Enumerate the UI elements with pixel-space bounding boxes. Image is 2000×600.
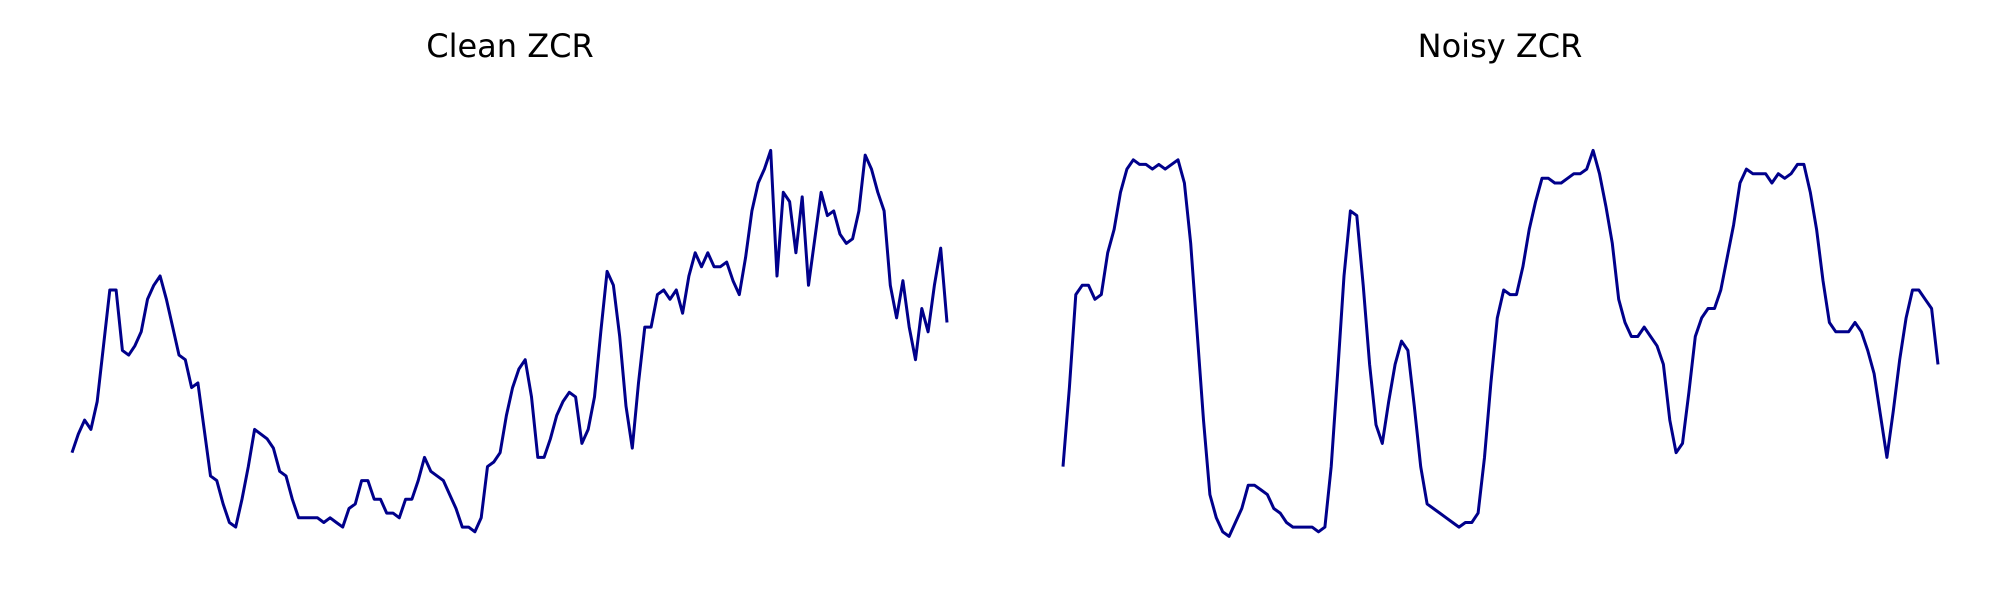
noisy-zcr-title: Noisy ZCR: [1418, 27, 1583, 65]
noisy-zcr-line: [1061, 148, 1940, 538]
clean-zcr-panel: Clean ZCR: [70, 27, 949, 534]
noisy-zcr-panel: Noisy ZCR: [1061, 27, 1940, 538]
clean-zcr-title: Clean ZCR: [426, 27, 593, 65]
clean-zcr-line: [70, 148, 949, 534]
